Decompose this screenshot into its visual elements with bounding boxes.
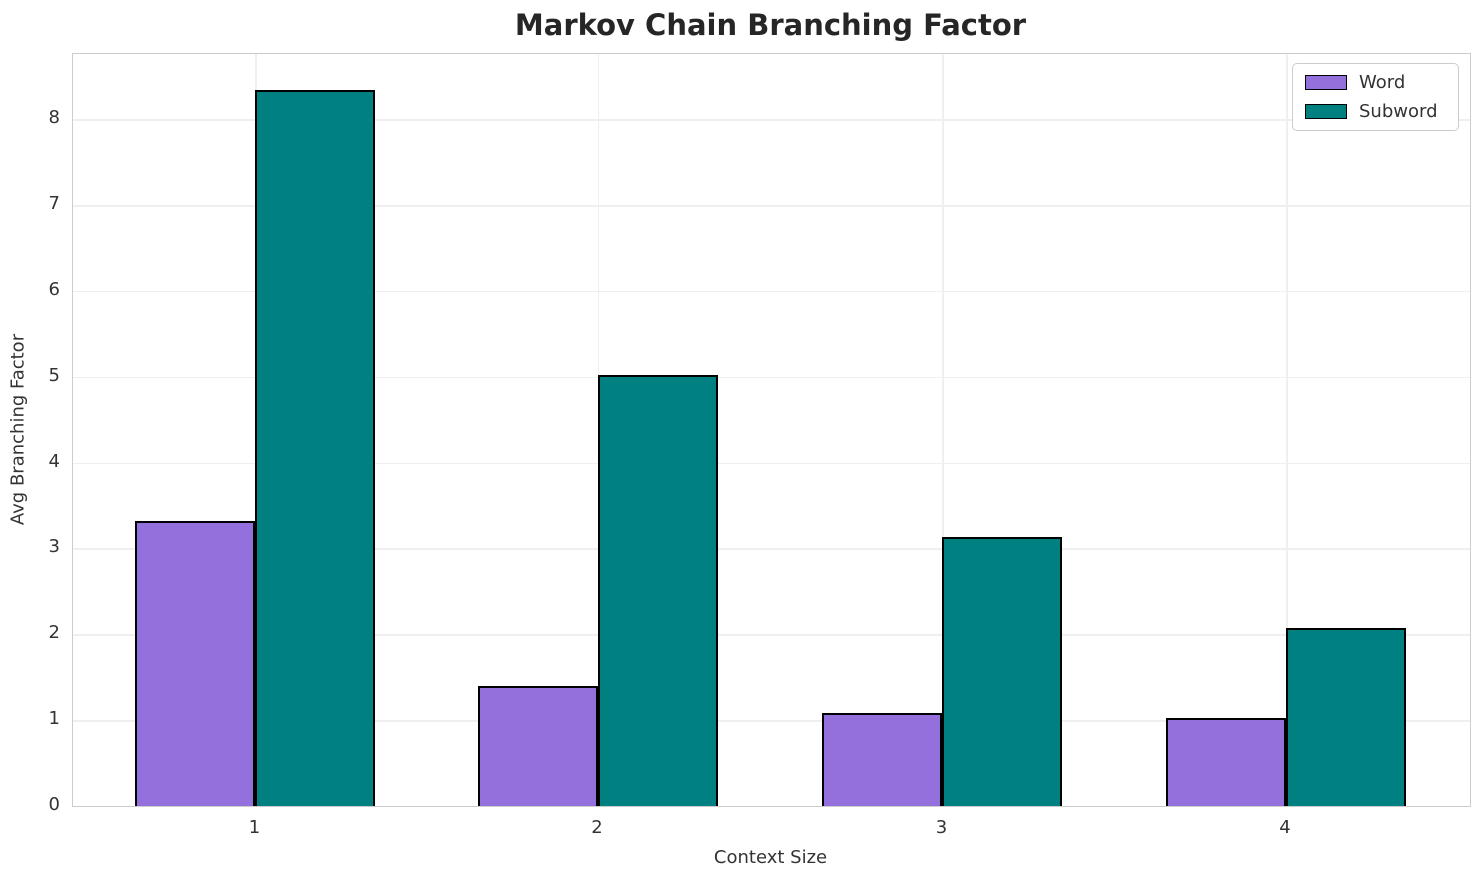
bar-subword-ctx3 [942, 537, 1063, 806]
plot-area [72, 53, 1471, 807]
bar-subword-ctx1 [255, 90, 376, 806]
bar-subword-ctx2 [597, 375, 718, 806]
gridline-v-4 [1286, 54, 1288, 806]
y-tick-label-4: 4 [48, 450, 60, 472]
legend-label-word: Word [1359, 72, 1406, 93]
gridline-h-4 [73, 462, 1470, 465]
x-tick-label-2: 2 [591, 817, 603, 838]
legend: Word Subword [1292, 63, 1459, 131]
gridline-h-1 [73, 720, 1470, 722]
y-tick-label-0: 0 [48, 794, 60, 815]
x-tick-label-3: 3 [935, 817, 948, 838]
y-tick-label-1: 1 [48, 708, 60, 730]
legend-item-word: Word [1305, 72, 1446, 93]
x-tick-label-1: 1 [248, 817, 261, 838]
gridline-v-3 [942, 54, 944, 806]
bar-word-ctx3 [822, 713, 943, 806]
y-tick-label-8: 8 [48, 107, 60, 129]
gridline-h-2 [73, 634, 1470, 636]
chart-title: Markov Chain Branching Factor [514, 8, 1027, 42]
gridline-h-7 [73, 205, 1470, 207]
word-swatch-icon [1305, 75, 1347, 90]
legend-label-subword: Subword [1359, 101, 1438, 122]
y-tick-label-3: 3 [48, 536, 60, 558]
bar-subword-ctx4 [1286, 628, 1406, 806]
x-axis-label: Context Size [713, 847, 828, 868]
y-tick-label-5: 5 [48, 364, 60, 386]
y-axis-label: Avg Branching Factor [7, 333, 29, 526]
subword-swatch-icon [1305, 104, 1347, 119]
gridline-h-6 [73, 290, 1470, 293]
y-tick-label-2: 2 [48, 622, 60, 644]
bar-word-ctx4 [1166, 718, 1286, 806]
x-tick-label-4: 4 [1279, 817, 1291, 838]
gridline-h-8 [73, 119, 1470, 121]
y-tick-label-6: 6 [48, 278, 60, 300]
gridline-h-3 [73, 548, 1470, 550]
legend-item-subword: Subword [1305, 101, 1446, 122]
bar-word-ctx1 [135, 520, 256, 806]
gridline-h-5 [73, 376, 1470, 379]
bar-word-ctx2 [477, 685, 598, 806]
y-tick-label-7: 7 [48, 193, 60, 215]
